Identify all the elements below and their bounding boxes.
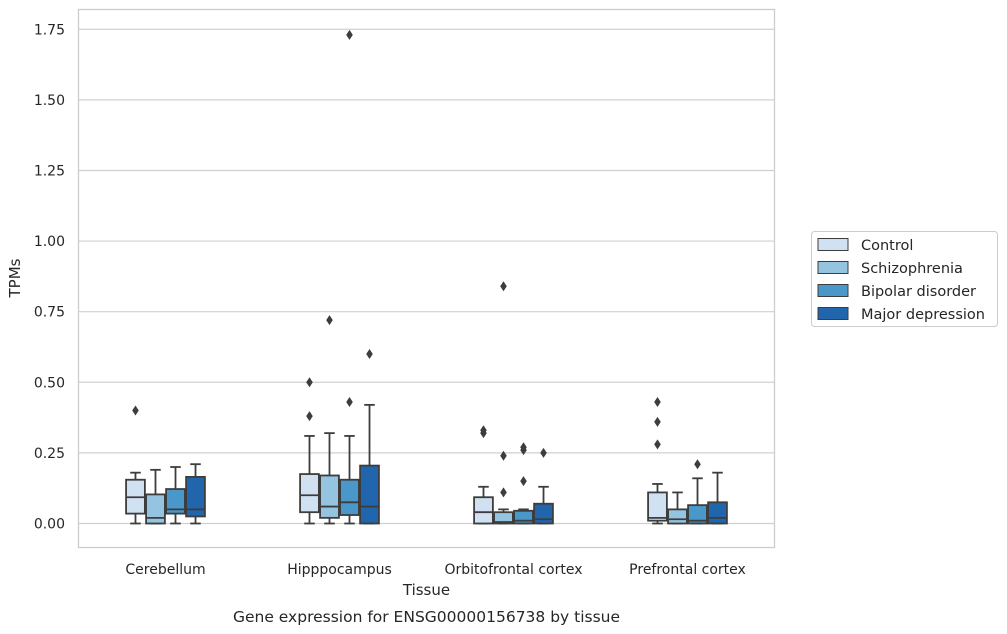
outlier-point — [306, 411, 313, 422]
chart-caption: Gene expression for ENSG00000156738 by t… — [233, 608, 620, 626]
y-tick-label: 1.50 — [34, 93, 65, 109]
gridlines — [78, 28, 775, 525]
outlier-point — [654, 416, 661, 427]
legend-label: Schizophrenia — [861, 261, 963, 277]
y-axis-label: TPMs — [6, 258, 24, 298]
box — [299, 473, 320, 514]
outlier-point — [520, 442, 527, 453]
outlier-point — [132, 405, 139, 416]
y-tick-label: 0.25 — [34, 446, 65, 462]
box-group — [493, 281, 514, 525]
box-group — [707, 471, 728, 525]
outlier-point — [366, 349, 373, 360]
x-tick-label: Orbitofrontal cortex — [445, 562, 583, 578]
box-group — [647, 397, 668, 525]
box — [359, 464, 380, 525]
box — [533, 502, 554, 525]
outlier-point — [346, 29, 353, 40]
y-tick-label: 1.75 — [34, 22, 65, 38]
box-group — [533, 447, 554, 525]
outlier-point — [306, 377, 313, 388]
box-group — [359, 349, 380, 525]
box — [667, 508, 688, 525]
legend-swatch — [817, 238, 849, 251]
outlier-point — [346, 397, 353, 408]
box-group — [473, 425, 494, 525]
legend-swatch — [817, 284, 849, 297]
x-axis-ticks: Cerebellum Hipppocampus Orbitofrontal cort… — [125, 562, 745, 578]
outlier-point — [654, 439, 661, 450]
box — [513, 509, 534, 525]
box-group — [299, 377, 320, 525]
box — [165, 488, 186, 515]
x-tick-label: Hipppocampus — [287, 562, 392, 578]
box — [185, 475, 206, 518]
outlier-point — [540, 447, 547, 458]
legend: Control Schizophrenia Bipolar disorder Majo… — [811, 231, 998, 327]
plot-area — [125, 29, 728, 525]
legend-label: Bipolar disorder — [861, 284, 976, 300]
y-tick-label: 0.75 — [34, 305, 65, 321]
box — [647, 491, 668, 522]
y-tick-label: 1.00 — [34, 234, 65, 250]
y-tick-label: 0.00 — [34, 516, 65, 532]
outlier-point — [500, 487, 507, 498]
y-tick-label: 0.50 — [34, 375, 65, 391]
legend-label: Control — [861, 238, 913, 254]
outlier-point — [654, 397, 661, 408]
box — [687, 504, 708, 525]
box — [319, 474, 340, 519]
box-group — [319, 315, 340, 525]
box-group — [339, 29, 360, 525]
box-group — [125, 405, 146, 525]
box-group — [145, 468, 166, 525]
x-axis-label: Tissue — [402, 581, 450, 599]
box — [145, 493, 166, 525]
outlier-point — [326, 315, 333, 326]
box-group — [667, 491, 688, 525]
legend-swatch — [817, 261, 849, 274]
y-axis-ticks: 0.00 0.25 0.50 0.75 1.00 1.25 1.50 1.75 — [34, 22, 65, 532]
outlier-point — [500, 450, 507, 461]
legend-swatch — [817, 307, 849, 320]
x-tick-label: Prefrontal cortex — [629, 562, 746, 578]
y-tick-label: 1.25 — [34, 163, 65, 179]
box-group — [185, 463, 206, 525]
box — [339, 478, 360, 516]
outlier-point — [694, 459, 701, 470]
plot-frame — [77, 8, 776, 549]
box — [493, 511, 514, 525]
box-group — [165, 466, 186, 525]
x-tick-label: Cerebellum — [125, 562, 205, 578]
outlier-point — [520, 476, 527, 487]
outlier-point — [500, 281, 507, 292]
legend-label: Major depression — [861, 307, 985, 323]
box — [473, 496, 494, 525]
box-group — [687, 459, 708, 525]
box — [707, 501, 728, 525]
box-group — [513, 442, 534, 525]
legend-frame — [811, 231, 998, 327]
outlier-point — [480, 425, 487, 436]
